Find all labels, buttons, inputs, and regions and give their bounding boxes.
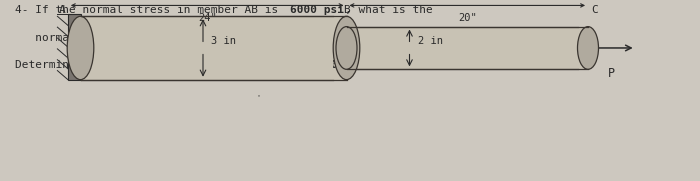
Text: 24": 24" [198, 13, 216, 23]
Text: , what is the: , what is the [344, 5, 433, 15]
Ellipse shape [333, 16, 360, 80]
Text: 30000 ksi: 30000 ksi [304, 60, 364, 70]
Text: 6000 psi: 6000 psi [290, 5, 344, 15]
Text: 20": 20" [458, 13, 477, 23]
Text: P: P [608, 67, 615, 80]
Text: B: B [343, 5, 350, 15]
Bar [346, 27, 588, 69]
Text: 2 in: 2 in [418, 36, 443, 46]
Bar [80, 16, 333, 80]
Bar [68, 14, 80, 80]
Ellipse shape [336, 27, 357, 69]
Bar [80, 16, 346, 80]
Text: C: C [592, 5, 598, 15]
Text: normal stress in member BC?: normal stress in member BC? [15, 33, 218, 43]
Text: 3 in: 3 in [211, 36, 237, 46]
Ellipse shape [578, 27, 598, 69]
Text: Determine the axial deformation at C. E =: Determine the axial deformation at C. E … [15, 60, 299, 70]
Ellipse shape [67, 16, 94, 80]
Bar [357, 27, 588, 69]
Text: 4- If the normal stress in member AB is: 4- If the normal stress in member AB is [15, 5, 286, 15]
Text: A: A [59, 5, 66, 15]
